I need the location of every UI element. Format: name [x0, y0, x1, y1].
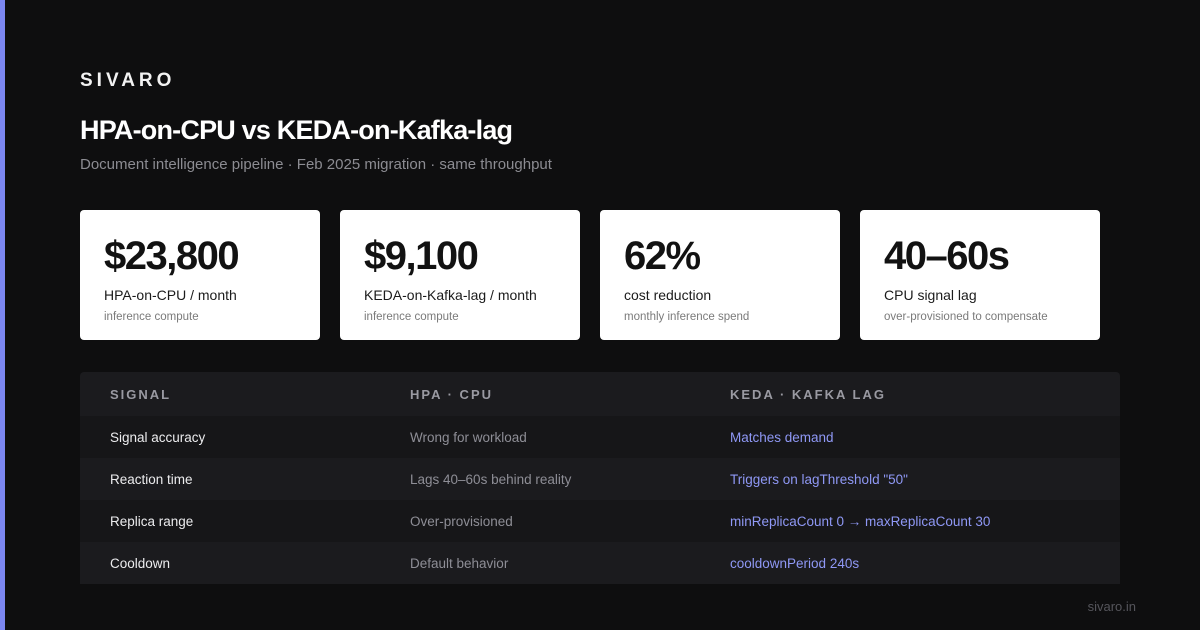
cell-keda: minReplicaCount 0 → maxReplicaCount 30 [730, 513, 991, 529]
column-header-signal: SIGNAL [110, 386, 172, 402]
table-row: Reaction time Lags 40–60s behind reality… [80, 458, 1120, 500]
stat-value: 40–60s [884, 234, 1010, 278]
cell-signal: Signal accuracy [110, 429, 206, 445]
table-row: Signal accuracy Wrong for workload Match… [80, 416, 1120, 458]
stat-card-keda-cost: $9,100 KEDA-on-Kafka-lag / month inferen… [340, 210, 580, 340]
cell-hpa: Over-provisioned [410, 513, 513, 529]
cell-keda: Matches demand [730, 429, 834, 445]
cell-keda: cooldownPeriod 240s [730, 555, 860, 571]
cell-keda: Triggers on lagThreshold "50" [730, 471, 908, 487]
stat-value: 62% [624, 234, 701, 278]
footer-url: sivaro.in [1087, 599, 1136, 614]
stat-label: cost reduction [624, 287, 712, 303]
cell-signal: Replica range [110, 513, 194, 529]
stat-card-cost-reduction: 62% cost reduction monthly inference spe… [600, 210, 840, 340]
column-header-keda: KEDA · KAFKA LAG [730, 386, 886, 402]
cell-hpa: Lags 40–60s behind reality [410, 471, 572, 487]
table-row: Cooldown Default behavior cooldownPeriod… [80, 542, 1120, 584]
stat-sublabel: monthly inference spend [624, 311, 750, 323]
stat-value: $9,100 [364, 234, 479, 278]
table-row: Replica range Over-provisioned minReplic… [80, 500, 1120, 542]
stat-sublabel: inference compute [104, 311, 199, 323]
comparison-table: SIGNAL HPA · CPU KEDA · KAFKA LAG Signal… [80, 372, 1120, 584]
brand-logo: SIVARO [80, 70, 176, 91]
accent-bar [0, 0, 5, 630]
stat-label: HPA-on-CPU / month [104, 287, 237, 303]
stat-label: KEDA-on-Kafka-lag / month [364, 287, 537, 303]
column-header-hpa: HPA · CPU [410, 386, 493, 402]
stat-cards: $23,800 HPA-on-CPU / month inference com… [80, 210, 1120, 340]
cell-hpa: Default behavior [410, 555, 509, 571]
stat-card-signal-lag: 40–60s CPU signal lag over-provisioned t… [860, 210, 1100, 340]
cell-signal: Reaction time [110, 471, 193, 487]
stat-sublabel: inference compute [364, 311, 459, 323]
page-subtitle: Document intelligence pipeline · Feb 202… [80, 156, 552, 173]
stat-label: CPU signal lag [884, 287, 977, 303]
cell-signal: Cooldown [110, 555, 171, 571]
page-title: HPA-on-CPU vs KEDA-on-Kafka-lag [80, 115, 513, 145]
cell-hpa: Wrong for workload [410, 429, 527, 445]
stat-card-hpa-cost: $23,800 HPA-on-CPU / month inference com… [80, 210, 320, 340]
table-header: SIGNAL HPA · CPU KEDA · KAFKA LAG [80, 372, 1120, 416]
stat-sublabel: over-provisioned to compensate [884, 311, 1048, 323]
stat-value: $23,800 [104, 234, 240, 278]
